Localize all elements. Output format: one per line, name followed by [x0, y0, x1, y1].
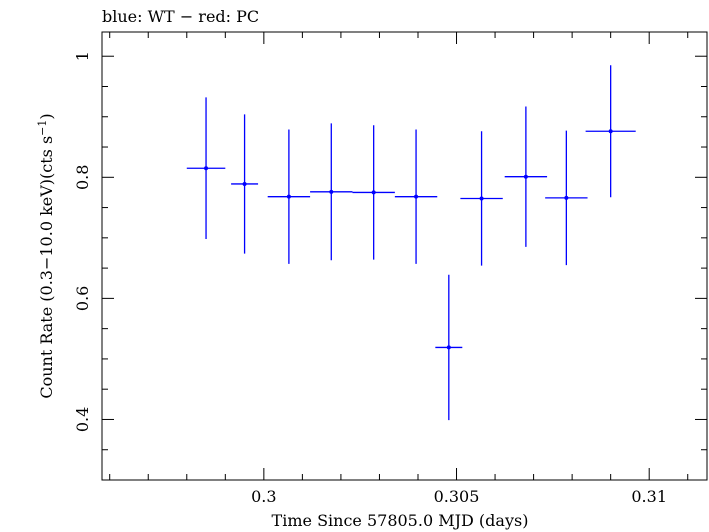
data-point: [545, 130, 588, 266]
data-point: [352, 125, 395, 260]
y-tick-label: 0.8: [73, 165, 92, 190]
plot-frame: [101, 31, 708, 481]
x-tick-label: 0.31: [631, 487, 667, 506]
data-point: [310, 123, 353, 261]
y-tick-label: 0.4: [73, 407, 92, 432]
data-point: [267, 129, 311, 264]
y-axis-label: Count Rate (0.3−10.0 keV)(cts s−1): [36, 113, 56, 398]
data-point: [460, 131, 503, 266]
data-point: [394, 129, 438, 264]
point-marker: [479, 196, 484, 201]
y-tick-label: 1: [73, 51, 92, 61]
y-axis-label-close: ): [37, 113, 56, 119]
point-marker: [204, 166, 209, 171]
point-marker: [414, 194, 419, 199]
data-point: [585, 65, 636, 198]
point-marker: [446, 345, 451, 350]
point-marker: [371, 190, 376, 195]
y-tick-labels: 0.4 0.6 0.8 1: [73, 51, 92, 432]
point-marker: [286, 194, 291, 199]
x-tick-label: 0.305: [434, 487, 480, 506]
data-point: [186, 97, 226, 240]
point-marker: [523, 174, 528, 179]
x-tick-label: 0.3: [251, 487, 276, 506]
chart-title: blue: WT − red: PC: [102, 7, 259, 26]
point-marker: [564, 195, 569, 200]
x-tick-labels: 0.3 0.305 0.31: [251, 487, 667, 506]
data-point: [231, 114, 259, 254]
point-marker: [608, 129, 613, 134]
x-axis-label: Time Since 57805.0 MJD (days): [272, 511, 529, 530]
y-axis-label-main: Count Rate (0.3−10.0 keV)(cts s: [37, 136, 56, 399]
point-marker: [242, 181, 247, 186]
axis-ticks: [102, 32, 707, 481]
data-point: [504, 106, 548, 247]
y-tick-label: 0.6: [73, 286, 92, 311]
data-points: [186, 65, 636, 421]
y-axis-label-exponent: −1: [36, 120, 49, 136]
point-marker: [329, 189, 334, 194]
data-point: [435, 274, 463, 421]
